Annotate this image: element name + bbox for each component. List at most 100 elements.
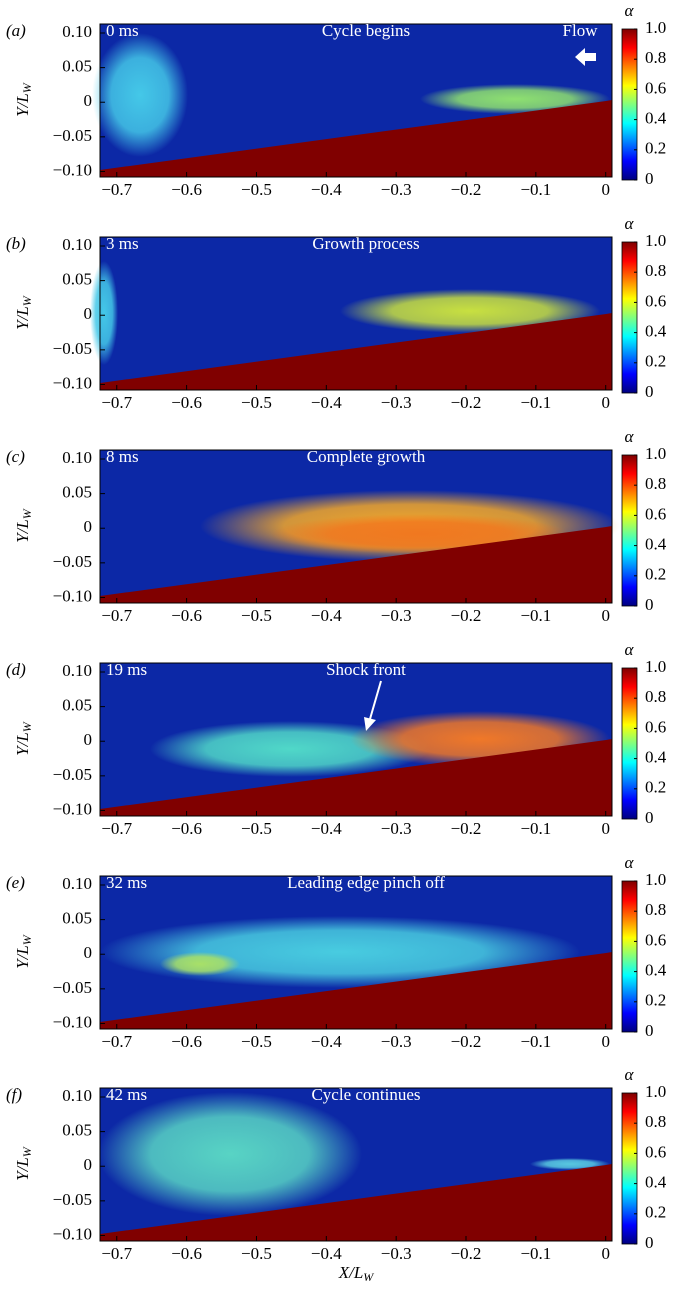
colorbar-tick-label: 0.8 [645,900,666,919]
colorbar-tick-label: 1.0 [645,444,666,463]
flow-arrow [575,48,596,66]
time-label: 3 ms [106,234,139,253]
wall [100,739,612,816]
x-tick-label: −0.7 [101,393,132,412]
y-tick-label: 0.10 [62,22,92,41]
panel-label: (c) [6,447,25,466]
y-tick-label: −0.10 [53,373,92,392]
x-tick-label: −0.4 [311,819,342,838]
x-tick-label: −0.1 [520,180,551,199]
x-tick-label: −0.5 [241,1244,272,1263]
colorbar [621,28,638,181]
cavity-cloud [160,952,240,976]
panel: −0.7 −0.6 −0.5 −0.4 −0.3 −0.2 −0.1 00.100.050−0… [6,214,667,412]
plot-frame [99,449,613,604]
wall [100,952,612,1029]
time-label: 19 ms [106,660,147,679]
y-axis-label-sub: W [20,1146,34,1157]
colorbar [621,880,638,1033]
x-tick-label: −0.7 [101,1244,132,1263]
colorbar-tick-label: 1.0 [645,657,666,676]
wall [100,100,612,177]
x-tick-label: −0.6 [171,1032,202,1051]
x-tick-label: −0.2 [451,819,482,838]
panel-label: (e) [6,873,25,892]
y-tick-label: −0.05 [53,339,92,358]
colorbar-tick-label: 0.8 [645,48,666,67]
colorbar-tick-label: 0.6 [645,78,666,97]
y-axis-label: Y/LW [13,1146,34,1181]
x-tick-label: −0.4 [311,1244,342,1263]
x-axis-label-main: X/L [338,1263,364,1282]
y-axis-label-main: Y/L [13,93,32,117]
y-tick-label: 0.05 [62,270,92,289]
x-tick-label: −0.7 [101,606,132,625]
colorbar [621,241,638,394]
colorbar-tick-label: 0.2 [645,352,666,371]
colorbar-tick-label: 0.6 [645,930,666,949]
plot-frame [99,662,613,817]
colorbar [621,454,638,607]
y-axis-label-main: Y/L [13,519,32,543]
y-tick-label: 0 [84,304,93,323]
y-tick-label: −0.10 [53,160,92,179]
colorbar-tick-label: 0.6 [645,291,666,310]
y-axis-label-main: Y/L [13,732,32,756]
x-tick-label: 0 [601,1244,610,1263]
colorbar-tick-label: 1.0 [645,1082,666,1101]
colorbar-tick-label: 0 [645,382,654,401]
cavity-cloud [420,84,610,114]
cavity-cloud [98,1092,362,1216]
colorbar-tick-label: 0.6 [645,504,666,523]
x-tick-label: −0.6 [171,1244,202,1263]
plot-frame [99,236,613,391]
annotation: Leading edge pinch off [287,873,445,892]
x-tick-label: −0.4 [311,180,342,199]
x-tick-label: −0.6 [171,606,202,625]
y-tick-label: 0.05 [62,57,92,76]
x-tick-label: −0.2 [451,180,482,199]
y-tick-label: 0 [84,1155,93,1174]
y-tick-label: −0.05 [53,978,92,997]
x-tick-label: 0 [601,819,610,838]
colorbar-tick-label: 0.2 [645,139,666,158]
colorbar-tick-label: 0.8 [645,1112,666,1131]
colorbar-tick-label: 0.8 [645,687,666,706]
y-tick-label: 0 [84,91,93,110]
colorbar-tick-label: 0.4 [645,109,667,128]
time-label: 42 ms [106,1085,147,1104]
x-tick-label: −0.3 [381,1032,412,1051]
x-tick-label: −0.6 [171,819,202,838]
y-tick-label: −0.05 [53,765,92,784]
colorbar-tick-label: 0.6 [645,1142,666,1161]
y-tick-label: −0.10 [53,1012,92,1031]
y-axis-label-main: Y/L [13,945,32,969]
x-tick-label: −0.7 [101,1032,132,1051]
colorbar-tick-label: 0 [645,808,654,827]
y-tick-label: 0.05 [62,483,92,502]
colorbar-tick-label: 0.4 [645,1173,667,1192]
x-tick-label: −0.2 [451,393,482,412]
panel-label: (b) [6,234,26,253]
x-tick-label: −0.1 [520,1032,551,1051]
x-tick-label: 0 [601,180,610,199]
x-tick-label: −0.2 [451,606,482,625]
y-axis-label-sub: W [20,721,34,732]
colorbar-tick-label: 0.4 [645,748,667,767]
wall [100,526,612,603]
panel-label: (d) [6,660,26,679]
time-label: 0 ms [106,21,139,40]
panel-label: (a) [6,21,26,40]
y-tick-label: 0 [84,730,93,749]
colorbar-tick-label: 0.2 [645,565,666,584]
plot-frame [99,875,613,1030]
annotation: Shock front [326,660,406,679]
wall [100,313,612,390]
flow-label: Flow [563,21,599,40]
y-axis-label: Y/LW [13,82,34,117]
colorbar-title: α [625,1,635,20]
y-axis-label: Y/LW [13,934,34,969]
colorbar-tick-label: 0.8 [645,261,666,280]
